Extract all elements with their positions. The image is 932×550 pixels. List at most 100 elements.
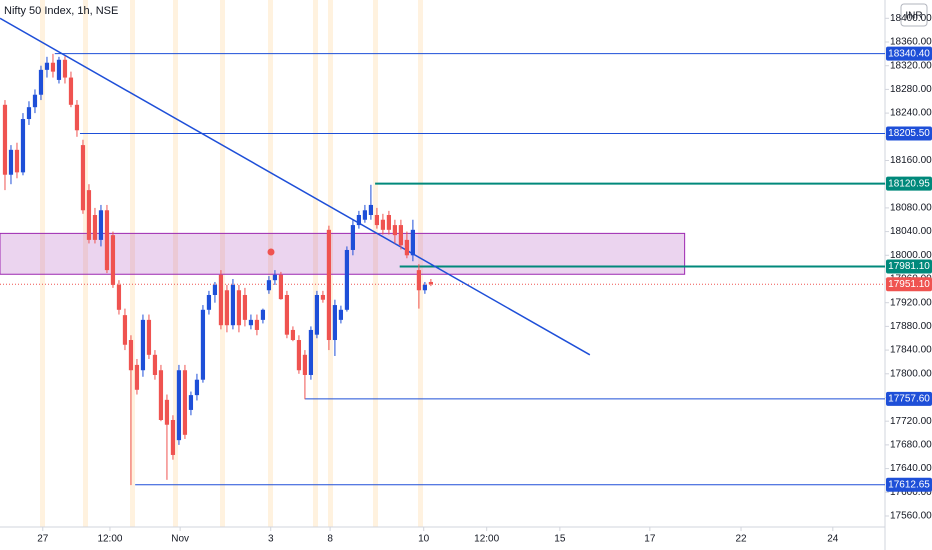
candle-body	[80, 145, 86, 211]
candle-body	[98, 210, 104, 240]
candle-body	[320, 294, 326, 300]
price-label-box	[886, 277, 932, 292]
y-tick-label: 18040.00	[890, 226, 932, 237]
candle-body	[152, 354, 158, 375]
session-stripe	[373, 0, 378, 527]
price-label-box	[886, 477, 932, 492]
price-label: 17757.60	[888, 394, 930, 405]
candle-body	[62, 59, 68, 78]
y-tick-label: 17640.00	[890, 463, 932, 474]
currency-badge[interactable]	[900, 3, 928, 27]
x-tick-label: 8	[327, 534, 333, 545]
candle-body	[386, 215, 392, 230]
price-label-box	[886, 391, 932, 406]
candle-body	[110, 235, 116, 285]
y-tick-label: 18280.00	[890, 84, 932, 95]
session-stripe	[130, 0, 135, 527]
candle-body	[272, 274, 278, 281]
candle-body	[2, 104, 8, 175]
candle-body	[68, 77, 74, 105]
chart-title: Nifty 50 Index, 1h, NSE	[4, 5, 118, 17]
x-tick-label: 17	[644, 534, 656, 545]
candle-body	[44, 62, 50, 70]
candle-body	[212, 284, 218, 295]
candle-body	[398, 225, 403, 246]
y-tick-label: 18320.00	[890, 60, 932, 71]
candle-body	[380, 219, 386, 230]
candle-body	[422, 284, 427, 291]
candle-body	[410, 229, 415, 256]
candle-body	[236, 290, 242, 326]
candle-body	[134, 364, 140, 390]
candle-body	[182, 370, 188, 435]
candle-body	[290, 329, 296, 341]
price-label: 17951.10	[888, 279, 930, 290]
session-stripe	[268, 0, 273, 527]
candle-body	[392, 225, 397, 236]
y-tick-label: 17680.00	[890, 440, 932, 451]
candle-body	[206, 294, 212, 310]
plot	[0, 17, 885, 486]
trendline	[0, 17, 591, 356]
y-tick-label: 17800.00	[890, 368, 932, 379]
annotation-dot	[267, 248, 275, 256]
candle-body	[218, 274, 224, 326]
candle-body	[344, 249, 350, 310]
x-tick-label: 27	[37, 534, 49, 545]
candle-body	[146, 319, 152, 355]
price-label: 17981.10	[888, 261, 930, 272]
candle-body	[170, 420, 176, 455]
y-tick-label: 17920.00	[890, 297, 932, 308]
y-tick-label: 18080.00	[890, 203, 932, 214]
x-tick-label: 24	[827, 534, 839, 545]
candle-body	[14, 149, 20, 173]
candle-body	[122, 315, 128, 345]
candle-body	[350, 225, 356, 250]
candle-body	[200, 309, 206, 380]
candle-body	[50, 62, 56, 72]
candle-body	[428, 281, 433, 285]
candle-body	[260, 309, 266, 320]
candle-body	[374, 215, 380, 226]
x-tick-label: 12:00	[474, 534, 499, 545]
candle-body	[284, 294, 290, 335]
y-tick-label: 18400.00	[890, 13, 932, 24]
x-tick-label: 15	[554, 534, 566, 545]
candle-body	[254, 319, 260, 330]
candle-body	[20, 119, 26, 173]
candle-body	[158, 370, 164, 421]
candle-body	[188, 395, 194, 410]
candle-body	[128, 340, 134, 371]
candle-body	[116, 284, 122, 310]
x-tick-label: 12:00	[97, 534, 122, 545]
candle-body	[416, 270, 421, 291]
y-tick-label: 18240.00	[890, 108, 932, 119]
session-stripe	[220, 0, 225, 527]
candle-body	[296, 340, 302, 371]
candle-body	[242, 294, 248, 320]
candle-body	[302, 354, 308, 375]
candle-body	[92, 215, 98, 240]
price-label-box	[886, 46, 932, 61]
session-stripe	[40, 0, 45, 527]
price-label: 18340.40	[888, 48, 930, 59]
x-tick-label: 10	[418, 534, 430, 545]
candle-body	[56, 59, 62, 80]
candle-body	[104, 210, 110, 271]
candle-body	[194, 379, 200, 396]
candle-body	[338, 309, 344, 320]
price-label-box	[886, 126, 932, 141]
candle-body	[356, 215, 362, 226]
candle-body	[332, 305, 338, 341]
y-tick-label: 17880.00	[890, 321, 932, 332]
x-tick-label: 22	[735, 534, 747, 545]
y-tick-label: 18360.00	[890, 37, 932, 48]
candle-body	[314, 294, 320, 335]
session-stripe	[418, 0, 423, 527]
candle-body	[404, 239, 409, 256]
candle-body	[8, 149, 14, 175]
y-tick-label: 17720.00	[890, 416, 932, 427]
candle-body	[326, 229, 332, 341]
